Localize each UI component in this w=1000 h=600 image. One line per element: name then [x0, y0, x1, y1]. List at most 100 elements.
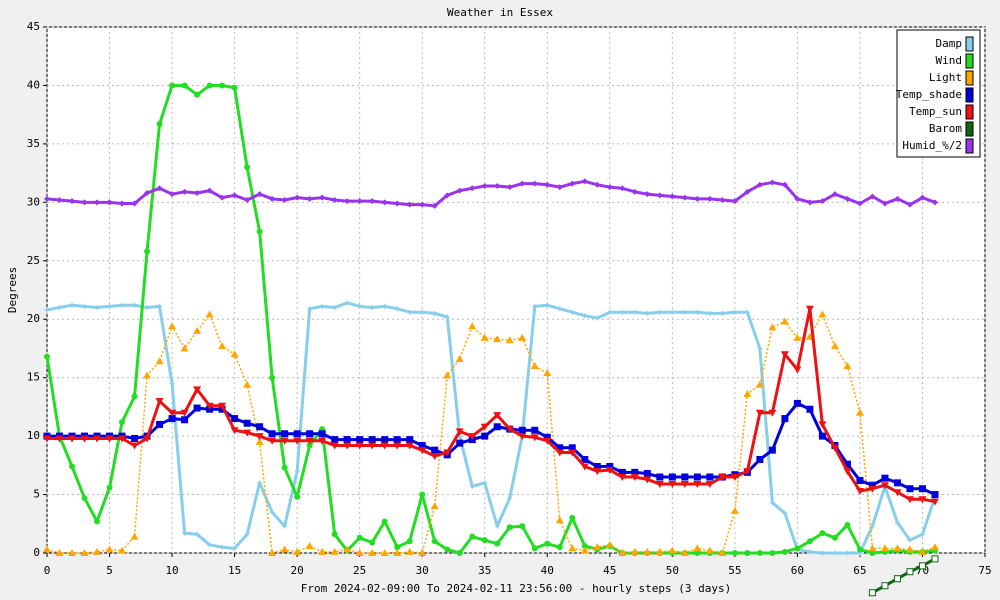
point	[581, 455, 589, 463]
point	[493, 412, 502, 420]
point	[56, 196, 63, 203]
point	[244, 196, 251, 203]
point	[668, 546, 677, 554]
y-tick-label: 35	[27, 137, 40, 150]
point	[844, 550, 851, 556]
point	[643, 547, 652, 555]
point	[331, 304, 338, 311]
point	[731, 550, 738, 556]
point	[44, 195, 50, 202]
point	[480, 423, 489, 431]
point	[380, 549, 389, 556]
point	[744, 550, 751, 556]
point	[518, 426, 526, 434]
point	[806, 405, 814, 413]
point	[855, 408, 864, 416]
point	[869, 523, 876, 530]
point	[156, 121, 163, 128]
point	[206, 82, 213, 89]
point	[294, 493, 301, 500]
point	[280, 545, 289, 553]
point	[918, 562, 926, 570]
point	[581, 542, 588, 549]
point	[568, 449, 577, 457]
point	[218, 402, 227, 410]
point	[256, 423, 264, 431]
point	[893, 544, 902, 552]
point	[555, 516, 564, 524]
point	[406, 309, 413, 316]
point	[706, 195, 713, 202]
point	[218, 342, 227, 350]
point	[694, 550, 701, 556]
point	[693, 481, 702, 489]
point	[331, 196, 338, 203]
x-axis-label: From 2024-02-09:00 To 2024-02-11 23:56:0…	[301, 582, 731, 595]
y-tick-label: 10	[27, 429, 40, 442]
point	[380, 442, 389, 450]
point	[405, 547, 414, 555]
point	[256, 479, 263, 486]
point	[506, 524, 513, 531]
point	[519, 180, 526, 187]
point	[318, 430, 326, 438]
point	[730, 474, 739, 482]
point	[156, 303, 163, 310]
point	[419, 491, 426, 498]
point	[581, 178, 588, 185]
point	[381, 436, 389, 444]
point	[606, 184, 613, 191]
point	[580, 463, 589, 471]
point	[830, 444, 839, 452]
point	[394, 544, 401, 551]
point	[144, 248, 151, 255]
point	[444, 313, 451, 320]
point	[230, 427, 239, 435]
point	[693, 473, 701, 481]
point	[356, 198, 363, 205]
point	[169, 82, 176, 89]
point	[268, 437, 277, 445]
point	[680, 481, 689, 489]
point	[780, 351, 789, 359]
point	[180, 409, 189, 417]
point	[169, 191, 176, 198]
y-tick-label: 45	[27, 20, 40, 33]
point	[193, 386, 202, 394]
point	[556, 184, 563, 191]
point	[630, 547, 639, 555]
point	[243, 380, 252, 388]
x-tick-label: 25	[353, 564, 366, 577]
point	[206, 541, 213, 548]
point	[456, 439, 464, 447]
point	[880, 544, 889, 552]
point	[493, 335, 502, 343]
point	[444, 546, 451, 553]
point	[306, 195, 313, 202]
point	[194, 189, 201, 196]
point	[644, 191, 651, 198]
point	[344, 198, 351, 205]
point	[331, 436, 339, 444]
point	[605, 467, 614, 475]
point	[681, 473, 689, 481]
point	[894, 519, 901, 526]
point	[281, 430, 289, 438]
point	[243, 419, 251, 427]
point	[730, 506, 739, 514]
point	[219, 194, 226, 201]
legend-label: Barom	[929, 122, 962, 135]
y-tick-label: 5	[33, 488, 40, 501]
point	[306, 430, 314, 438]
point	[794, 545, 801, 552]
point	[655, 547, 664, 555]
point	[744, 188, 751, 195]
point	[831, 550, 838, 556]
point	[68, 435, 77, 443]
point	[544, 181, 551, 188]
x-tick-label: 20	[291, 564, 304, 577]
point	[756, 550, 763, 556]
point	[281, 523, 288, 530]
point	[231, 545, 238, 552]
